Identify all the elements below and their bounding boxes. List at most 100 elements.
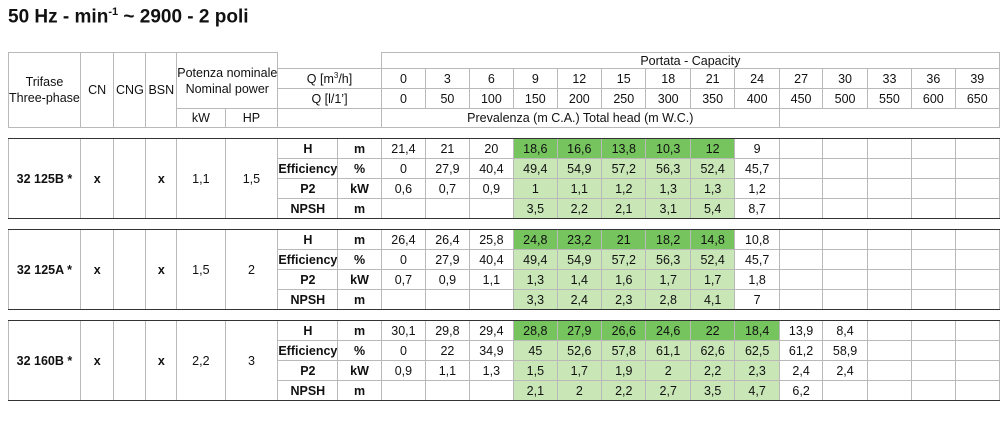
section-gap [8, 218, 1000, 230]
data-cell [866, 360, 913, 381]
data-cell: 1,3 [468, 360, 515, 381]
q-m3h-value: 21 [689, 68, 736, 89]
data-cell: 24,8 [513, 229, 558, 250]
data-cell: 2,4 [556, 289, 603, 310]
data-cell: 2,4 [822, 360, 868, 381]
cn-mark: x [79, 229, 115, 310]
q-lmin-value: 200 [556, 88, 603, 109]
cn-mark: x [79, 320, 115, 401]
hp-header: HP [224, 108, 279, 128]
row-label: P2 [277, 269, 339, 290]
data-cell [425, 380, 470, 401]
data-cell: 52,4 [689, 249, 736, 270]
data-cell: 21,4 [380, 138, 427, 159]
row-label: H [277, 320, 339, 341]
data-cell: 1,7 [556, 360, 603, 381]
cng-header: CNG [113, 52, 147, 128]
data-cell [954, 249, 1000, 270]
row-unit: % [337, 340, 382, 361]
table-row: Efficiency% 0 27,9 40,4 49,4 54,9 57,2 56,3 52,4… [9, 158, 1000, 179]
row-unit: % [337, 249, 382, 270]
q-m3h-value: 30 [822, 68, 868, 89]
data-cell [954, 178, 1000, 199]
data-cell: 0,9 [380, 360, 427, 381]
data-cell: 21 [425, 138, 470, 159]
kw-header: kW [176, 108, 226, 128]
power-header: Potenza nominale Nominal power [176, 52, 279, 109]
data-cell: 26,4 [425, 229, 470, 250]
data-cell: 56,3 [645, 158, 691, 179]
data-cell [954, 340, 1000, 361]
data-cell: 21 [601, 229, 647, 250]
data-cell: 1 [513, 178, 558, 199]
data-cell [866, 158, 913, 179]
data-cell [778, 229, 824, 250]
data-cell [822, 198, 868, 219]
three-phase-label: Three-phase [9, 91, 80, 105]
data-cell [822, 269, 868, 290]
row-unit: kW [337, 360, 382, 381]
data-cell [778, 138, 824, 159]
q-lmin-value: 350 [689, 88, 736, 109]
data-cell [778, 198, 824, 219]
data-cell: 22 [425, 340, 470, 361]
phase-header: Trifase Three-phase [8, 52, 81, 128]
data-cell: 22 [689, 320, 736, 341]
data-cell: 13,8 [601, 138, 647, 159]
data-cell: 1,9 [601, 360, 647, 381]
data-cell [954, 229, 1000, 250]
q-lmin-label: Q [l/1’] [277, 88, 382, 109]
pump-model: 32 125A * [8, 229, 81, 310]
data-cell [866, 380, 913, 401]
data-cell: 49,4 [513, 249, 558, 270]
data-cell: 45,7 [734, 158, 780, 179]
data-cell: 45,7 [734, 249, 780, 270]
data-cell [866, 340, 913, 361]
q-lmin-value: 0 [380, 88, 427, 109]
data-cell [866, 198, 913, 219]
data-cell: 52,4 [689, 158, 736, 179]
data-cell: 27,9 [425, 158, 470, 179]
data-cell [911, 360, 956, 381]
data-cell: 24,6 [645, 320, 691, 341]
data-cell [380, 380, 427, 401]
data-cell: 61,1 [645, 340, 691, 361]
bsn-mark: x [145, 229, 178, 310]
data-cell [468, 380, 515, 401]
table-row: Efficiency% 0 27,9 40,4 49,4 54,9 57,2 56,3 52,4… [9, 249, 1000, 270]
data-cell: 1,4 [556, 269, 603, 290]
q-lmin-value: 600 [911, 88, 956, 109]
data-cell: 1,7 [689, 269, 736, 290]
row-unit: m [337, 198, 382, 219]
data-cell: 61,2 [778, 340, 824, 361]
q-m3h-value: 0 [380, 68, 427, 89]
row-label: H [277, 138, 339, 159]
row-label: Efficiency [277, 340, 339, 361]
data-cell [911, 269, 956, 290]
table-row: NPSH m 3,3 2,4 2,3 2,8 4,1 7 [9, 289, 1000, 310]
q-m3h-value: 27 [778, 68, 824, 89]
data-cell: 0,7 [380, 269, 427, 290]
data-cell [866, 178, 913, 199]
data-cell: 2,2 [556, 198, 603, 219]
data-cell [778, 178, 824, 199]
row-label: Efficiency [277, 249, 339, 270]
data-cell: 16,6 [556, 138, 603, 159]
data-cell: 52,6 [556, 340, 603, 361]
q-lmin-value: 250 [601, 88, 647, 109]
data-cell [911, 340, 956, 361]
row-unit: m [337, 320, 382, 341]
data-cell: 2,3 [601, 289, 647, 310]
data-cell: 2 [645, 360, 691, 381]
data-cell: 20 [468, 138, 515, 159]
data-cell: 7 [734, 289, 780, 310]
blank-cell [778, 108, 1000, 128]
power-hp: 1,5 [224, 138, 279, 219]
power-hp: 3 [224, 320, 279, 401]
row-unit: kW [337, 178, 382, 199]
q-m3h-label: Q [m3/h] [277, 68, 382, 89]
data-cell [954, 380, 1000, 401]
nominal-power-label: Nominal power [185, 81, 269, 96]
